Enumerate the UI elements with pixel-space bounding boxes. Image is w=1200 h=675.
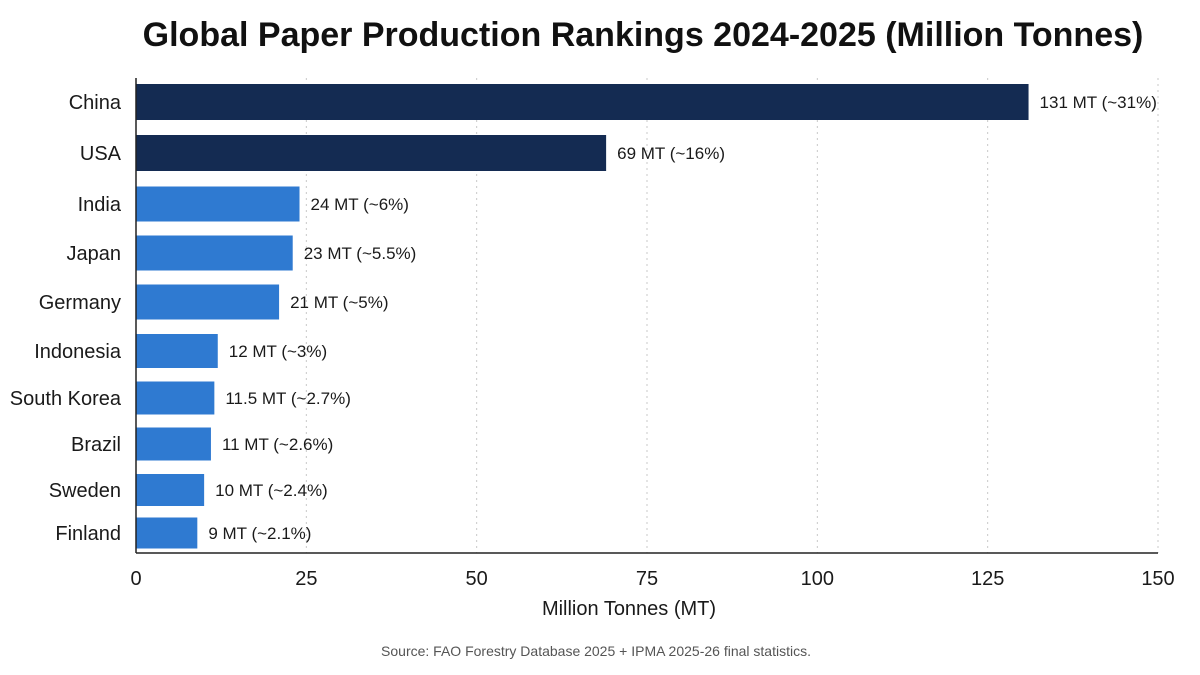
value-label: 69 MT (~16%) — [617, 144, 725, 163]
value-label: 11.5 MT (~2.7%) — [225, 389, 351, 408]
category-label: India — [78, 194, 122, 216]
value-label: 10 MT (~2.4%) — [215, 481, 328, 500]
bar-brazil — [136, 427, 211, 461]
value-label: 24 MT (~6%) — [311, 195, 409, 214]
x-tick-label: 150 — [1141, 568, 1174, 590]
bar-finland — [136, 517, 198, 549]
category-label: Indonesia — [34, 341, 122, 363]
value-label: 12 MT (~3%) — [229, 342, 327, 361]
x-tick-label: 0 — [130, 568, 141, 590]
category-label: South Korea — [10, 388, 122, 410]
bar-china — [136, 84, 1029, 120]
category-label: China — [69, 92, 122, 114]
category-label: Germany — [39, 292, 121, 314]
bar-south-korea — [136, 381, 215, 415]
bar-sweden — [136, 474, 205, 506]
category-label: USA — [80, 143, 122, 165]
x-axis-title: Million Tonnes (MT) — [542, 598, 716, 620]
x-tick-label: 50 — [466, 568, 488, 590]
bar-india — [136, 186, 300, 222]
x-tick-label: 100 — [801, 568, 834, 590]
bar-germany — [136, 284, 280, 320]
category-label: Sweden — [49, 480, 121, 502]
axes: 0 25 50 75 100 125 150 — [130, 78, 1175, 590]
category-label: Brazil — [71, 434, 121, 456]
bar-japan — [136, 235, 293, 271]
value-label: 11 MT (~2.6%) — [222, 435, 333, 454]
value-label: 23 MT (~5.5%) — [304, 244, 417, 263]
bars: China 131 MT (~31%) USA 69 MT (~16%) India 24… — [10, 84, 1157, 549]
bar-usa — [136, 135, 607, 171]
x-tick-label: 25 — [295, 568, 317, 590]
source-note: Source: FAO Forestry Database 2025 + IPM… — [381, 643, 811, 659]
value-label: 131 MT (~31%) — [1040, 93, 1157, 112]
category-label: Japan — [67, 243, 122, 265]
x-tick-label: 75 — [636, 568, 658, 590]
value-label: 21 MT (~5%) — [290, 293, 388, 312]
bar-indonesia — [136, 334, 218, 368]
x-tick-label: 125 — [971, 568, 1004, 590]
category-label: Finland — [55, 523, 121, 545]
chart-title: Global Paper Production Rankings 2024-20… — [143, 16, 1144, 54]
value-label: 9 MT (~2.1%) — [208, 524, 311, 543]
